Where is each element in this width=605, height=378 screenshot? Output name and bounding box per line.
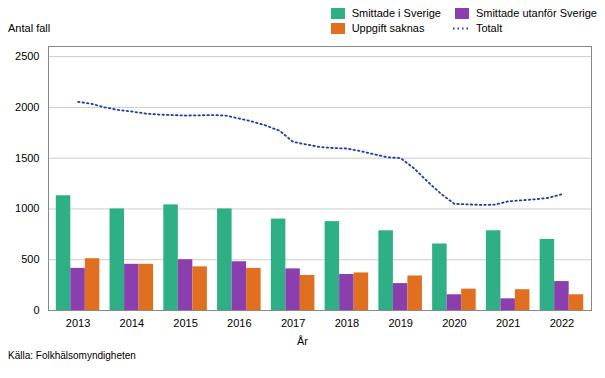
svg-text:2013: 2013 [66, 317, 90, 329]
svg-text:2017: 2017 [281, 317, 305, 329]
svg-text:500: 500 [21, 253, 39, 265]
html-text:Antal fall: Antal fall [8, 22, 51, 34]
svg-text:2020: 2020 [442, 317, 466, 329]
svg-text:2500: 2500 [15, 50, 39, 62]
svg-text:2015: 2015 [173, 317, 197, 329]
svg-text:1000: 1000 [15, 202, 39, 214]
svg-text:2014: 2014 [120, 317, 144, 329]
svg-text:2000: 2000 [15, 101, 39, 113]
html-text:Smittade i Sverige: Smittade i Sverige [351, 7, 441, 19]
svg-text:0: 0 [33, 304, 39, 316]
html-text:Uppgift saknas: Uppgift saknas [351, 22, 425, 34]
html-text:Smittade utanför Sverige: Smittade utanför Sverige [475, 7, 597, 19]
svg-text:2018: 2018 [335, 317, 359, 329]
html-text:Totalt: Totalt [475, 22, 503, 34]
svg-text:2022: 2022 [550, 317, 574, 329]
svg-text:2019: 2019 [388, 317, 412, 329]
html-text:År: År [297, 335, 308, 347]
svg-text:2021: 2021 [496, 317, 520, 329]
svg-text:2016: 2016 [227, 317, 251, 329]
html-text:Källa: Folkhälsomyndigheten: Källa: Folkhälsomyndigheten [8, 350, 136, 361]
svg-text:1500: 1500 [15, 152, 39, 164]
